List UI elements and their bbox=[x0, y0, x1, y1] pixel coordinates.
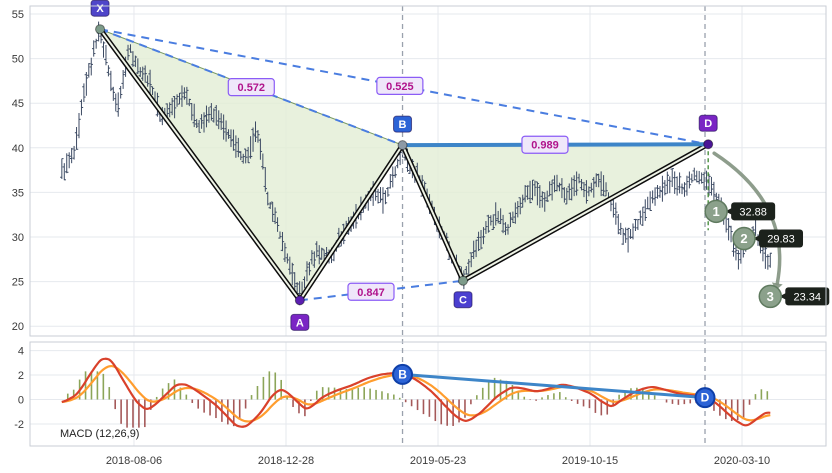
svg-text:B: B bbox=[399, 119, 407, 131]
svg-text:2018-08-06: 2018-08-06 bbox=[106, 455, 162, 467]
svg-text:0: 0 bbox=[18, 395, 24, 407]
svg-text:0.847: 0.847 bbox=[357, 287, 385, 299]
svg-text:0.989: 0.989 bbox=[531, 140, 559, 152]
pattern-label-C[interactable]: C bbox=[453, 291, 473, 309]
svg-text:45: 45 bbox=[12, 98, 24, 110]
svg-text:B: B bbox=[398, 367, 407, 381]
target-3[interactable]: 23.34 3 bbox=[758, 284, 830, 309]
svg-text:30: 30 bbox=[12, 232, 24, 244]
svg-text:D: D bbox=[704, 118, 712, 130]
pattern-point-C[interactable] bbox=[458, 275, 469, 286]
macd-signal-line bbox=[61, 364, 771, 423]
pattern-point-X[interactable] bbox=[95, 24, 106, 35]
macd-panel-border bbox=[29, 341, 827, 447]
svg-text:35: 35 bbox=[12, 187, 24, 199]
macd-marker-D[interactable]: D bbox=[694, 387, 716, 409]
svg-text:3: 3 bbox=[767, 289, 774, 304]
svg-text:X: X bbox=[96, 3, 104, 15]
svg-text:2019-05-23: 2019-05-23 bbox=[410, 455, 466, 467]
pattern-legs[interactable] bbox=[97, 26, 711, 303]
svg-text:32.88: 32.88 bbox=[739, 206, 767, 218]
svg-text:55: 55 bbox=[12, 9, 24, 21]
svg-text:25: 25 bbox=[12, 277, 24, 289]
svg-text:2: 2 bbox=[740, 231, 747, 246]
svg-text:D: D bbox=[701, 391, 710, 405]
pattern-point-A[interactable] bbox=[294, 295, 305, 306]
svg-text:0.572: 0.572 bbox=[238, 82, 266, 94]
svg-text:2019-10-15: 2019-10-15 bbox=[562, 455, 618, 467]
svg-text:23.34: 23.34 bbox=[794, 291, 822, 303]
ratio-chip[interactable]: 0.847 bbox=[347, 282, 395, 301]
ratio-chip[interactable]: 0.525 bbox=[376, 76, 424, 96]
target-arrowhead bbox=[771, 282, 783, 291]
pattern-label-B[interactable]: B bbox=[393, 115, 413, 133]
svg-text:29.83: 29.83 bbox=[767, 234, 795, 246]
svg-text:A: A bbox=[296, 317, 304, 329]
ratio-chip[interactable]: 0.989 bbox=[521, 135, 569, 154]
macd-main-line bbox=[61, 357, 771, 428]
svg-text:1: 1 bbox=[713, 204, 720, 219]
pattern-label-A[interactable]: A bbox=[290, 313, 310, 331]
pattern-point-D[interactable] bbox=[703, 139, 714, 150]
svg-text:40: 40 bbox=[12, 143, 24, 155]
price-panel-border bbox=[29, 5, 827, 337]
target-2[interactable]: 29.83 2 bbox=[732, 226, 804, 251]
svg-text:2018-12-28: 2018-12-28 bbox=[258, 455, 314, 467]
svg-text:2020-03-10: 2020-03-10 bbox=[714, 455, 770, 467]
ratio-chip[interactable]: 0.572 bbox=[227, 78, 275, 97]
pattern-label-D[interactable]: D bbox=[698, 114, 718, 132]
svg-text:20: 20 bbox=[12, 321, 24, 333]
svg-text:50: 50 bbox=[12, 54, 24, 66]
harmonic-pattern-fill bbox=[98, 28, 709, 302]
macd-bd-line[interactable] bbox=[402, 372, 706, 400]
svg-text:4: 4 bbox=[18, 346, 24, 358]
axis-labels: 20 25 30 35 40 45 50 55 -2 0 2 4 2018-08-06 2018-12-2… bbox=[12, 9, 770, 467]
pattern-label-X[interactable]: X bbox=[90, 0, 110, 17]
svg-text:2: 2 bbox=[18, 370, 24, 382]
svg-text:C: C bbox=[459, 295, 467, 307]
macd-marker-B[interactable]: B bbox=[392, 363, 414, 385]
svg-text:-2: -2 bbox=[14, 419, 24, 431]
target-1[interactable]: 32.88 1 bbox=[704, 199, 776, 224]
svg-text:0.525: 0.525 bbox=[386, 81, 414, 93]
pattern-point-B[interactable] bbox=[397, 140, 408, 151]
